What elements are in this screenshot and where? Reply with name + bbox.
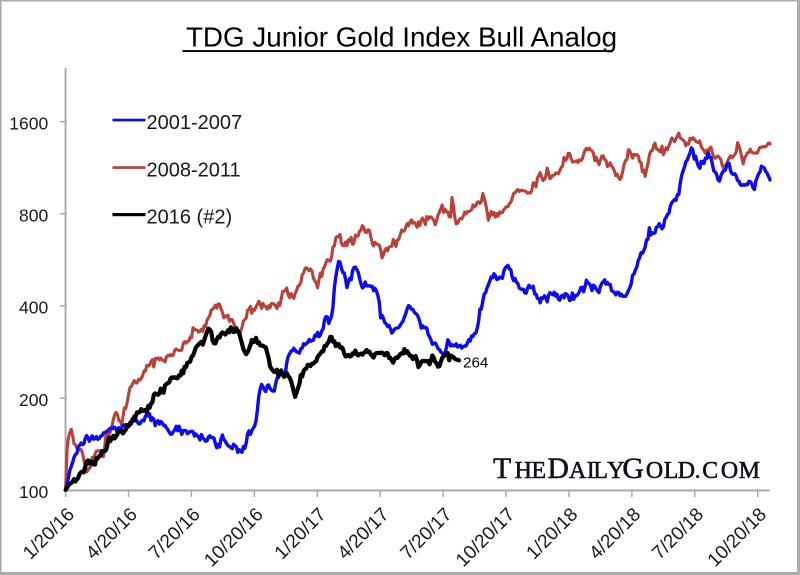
svg-text:2008-2011: 2008-2011 xyxy=(147,160,241,182)
svg-text:264: 264 xyxy=(463,354,488,371)
svg-text:L: L xyxy=(593,458,608,484)
svg-text:O: O xyxy=(721,458,738,484)
svg-text:.: . xyxy=(695,458,701,484)
svg-text:D: D xyxy=(678,458,695,484)
svg-text:I: I xyxy=(587,458,595,484)
svg-text:800: 800 xyxy=(19,206,48,226)
svg-text:D: D xyxy=(547,452,569,485)
svg-text:C: C xyxy=(702,458,718,484)
svg-text:A: A xyxy=(569,458,587,484)
svg-text:E: E xyxy=(532,458,547,484)
svg-text:1600: 1600 xyxy=(9,113,48,133)
svg-text:M: M xyxy=(739,458,760,484)
svg-text:G: G xyxy=(622,452,644,485)
svg-text:400: 400 xyxy=(19,298,48,318)
svg-text:200: 200 xyxy=(19,390,48,410)
svg-text:L: L xyxy=(664,458,679,484)
svg-text:O: O xyxy=(646,458,663,484)
svg-text:H: H xyxy=(515,458,532,484)
svg-text:T: T xyxy=(493,452,511,485)
svg-text:Y: Y xyxy=(607,458,624,484)
svg-text:100: 100 xyxy=(19,482,48,502)
svg-text:2001-2007: 2001-2007 xyxy=(147,112,243,134)
svg-text:TDG Junior Gold Index Bull Ana: TDG Junior Gold Index Bull Analog xyxy=(186,21,617,52)
svg-text:2016 (#2): 2016 (#2) xyxy=(147,207,233,229)
